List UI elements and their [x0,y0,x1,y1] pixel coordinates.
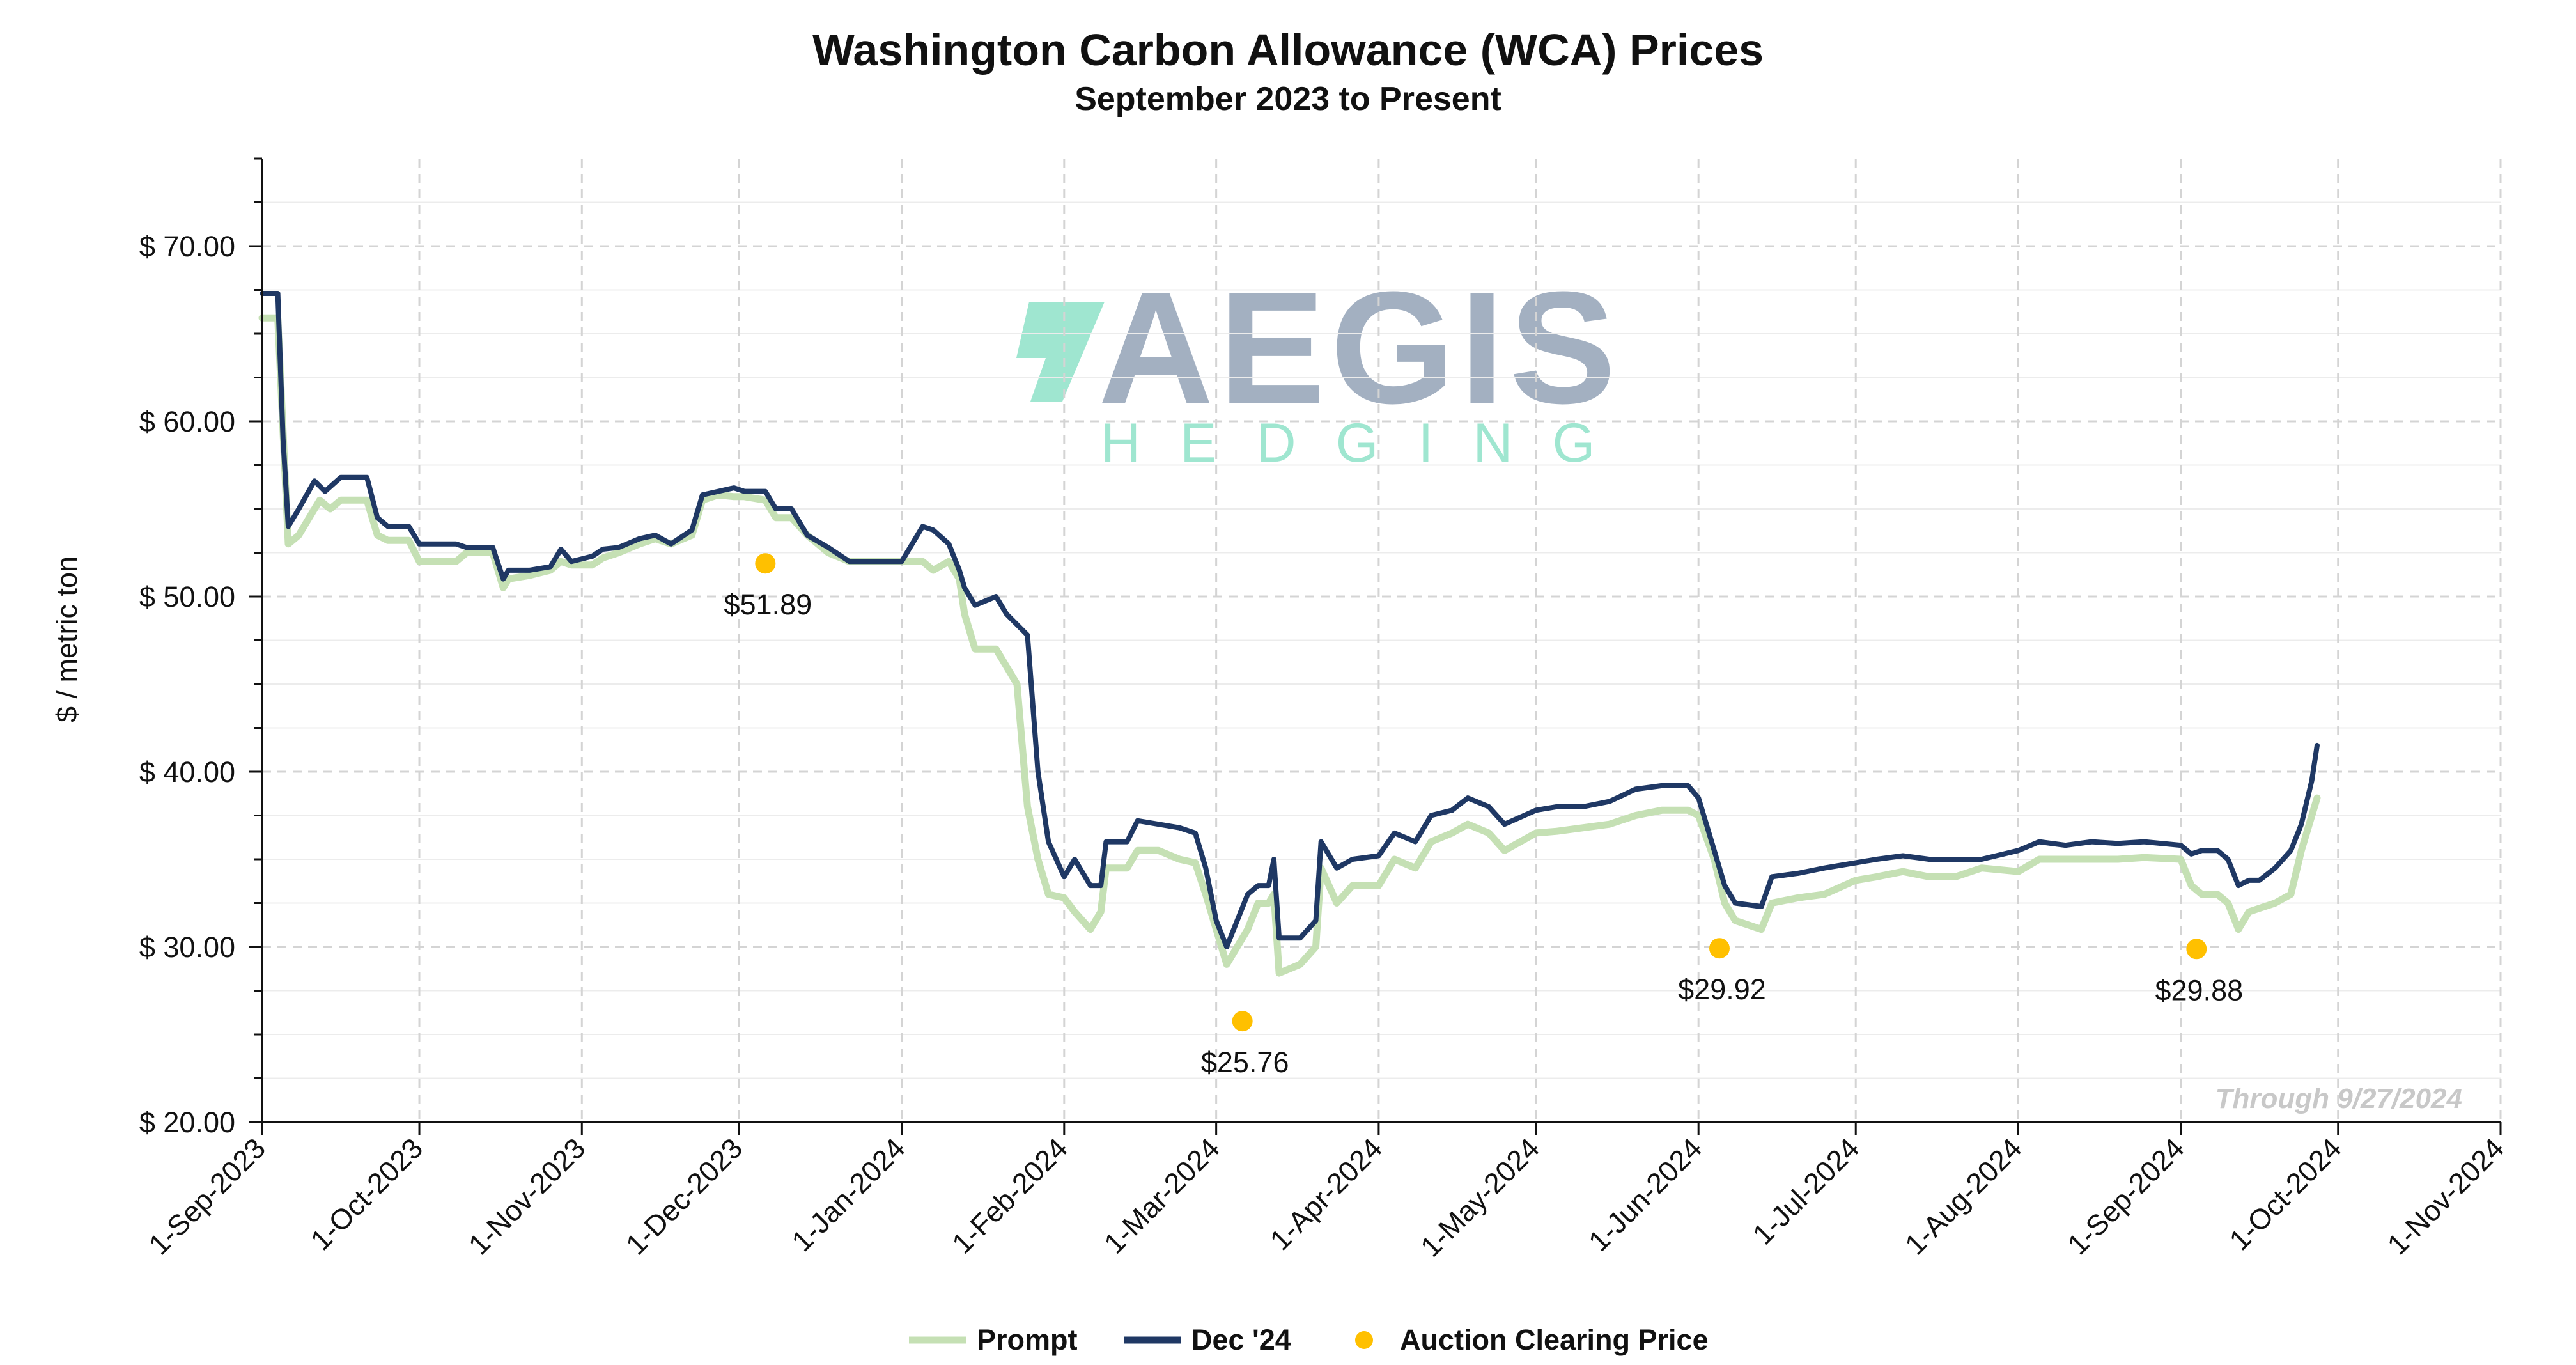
y-tick-label: $ 50.00 [139,581,235,613]
logo-word-hedging: HEDGING [1101,412,1634,474]
legend-label-auction: Auction Clearing Price [1400,1323,1709,1356]
legend: Prompt Dec '24 Auction Clearing Price [909,1323,1709,1356]
logo-word-aegis: AEGIS [1098,258,1621,437]
auction-point-label: $25.76 [1201,1046,1289,1079]
auction-point [1232,1011,1253,1032]
y-ticks: $ 20.00 $ 30.00 $ 40.00 $ 50.00 $ 60.00 $ 70.… [139,157,262,1139]
legend-item-prompt[interactable]: Prompt [909,1323,1078,1356]
legend-label-prompt: Prompt [977,1323,1078,1356]
auction-points: $51.89 $25.76 $29.92 $29.88 [724,553,2243,1079]
legend-item-dec24[interactable]: Dec '24 [1124,1323,1291,1356]
y-tick-label: $ 70.00 [139,230,235,263]
legend-item-auction[interactable]: Auction Clearing Price [1355,1323,1709,1356]
series-line-prompt [258,314,2321,977]
series-line-dec24 [260,291,2320,949]
auction-point [1709,938,1730,959]
aegis-hedging-logo: AEGIS HEDGING [1016,258,1634,474]
chart-title: Washington Carbon Allowance (WCA) Prices [812,25,1764,75]
through-annotation: Through 9/27/2024 [2215,1083,2462,1114]
y-axis-label: $ / metric ton [50,556,83,722]
logo-mark-icon [1016,302,1105,402]
y-tick-label: $ 40.00 [139,756,235,788]
auction-point-label: $29.92 [1678,973,1766,1006]
auction-point [755,553,776,574]
grid [262,159,2502,1122]
plot-series [258,291,2321,977]
y-tick-label: $ 60.00 [139,405,235,438]
y-tick-label: $ 30.00 [139,931,235,963]
y-tick-label: $ 20.00 [139,1106,235,1139]
legend-swatch-auction [1355,1331,1373,1349]
chart-subtitle: September 2023 to Present [1075,81,1501,118]
legend-label-dec24: Dec '24 [1191,1323,1291,1356]
auction-point [2186,939,2207,960]
auction-point-label: $51.89 [724,588,812,621]
auction-point-label: $29.88 [2155,974,2243,1006]
